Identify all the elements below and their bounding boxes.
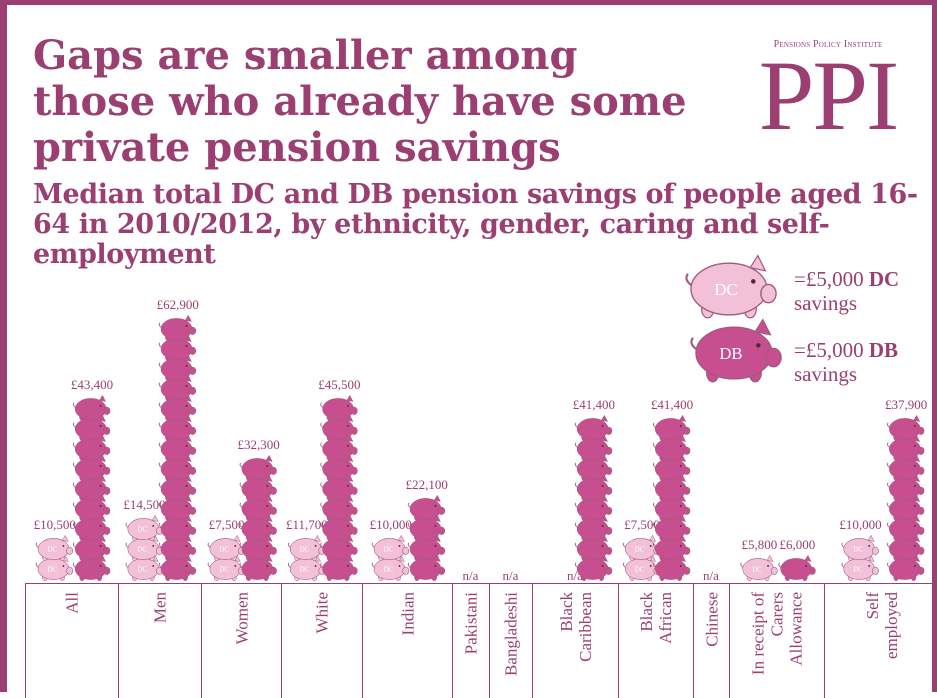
category-cell: White [281, 584, 362, 698]
dc-value-label: £5,800 [742, 537, 778, 552]
dc-pig-icon-label: DC [853, 546, 863, 553]
dc-pig-icon-label: DC [219, 566, 229, 573]
dc-pig-icon-label: DC [48, 566, 58, 573]
category-cell: Women [201, 584, 281, 698]
dc-pig-icon-label: DC [853, 566, 863, 573]
dc-pig-icon-label: DC [219, 546, 229, 553]
db-value-label: £32,300 [237, 437, 279, 452]
dc-na-label: n/a [503, 568, 519, 583]
category-cell: Chinese [693, 584, 729, 698]
dc-pig-icon-label: DC [300, 566, 310, 573]
legend-dc-pig-icon: DC [686, 256, 776, 318]
db-value-label: £41,400 [651, 397, 693, 412]
db-pig-icon [887, 415, 924, 440]
dc-pig-icon: DC [208, 535, 245, 560]
db-value-label: £45,500 [318, 377, 360, 392]
db-pig-icon [779, 555, 816, 580]
dc-pig-icon: DC [288, 535, 325, 560]
db-pig-icon [653, 415, 690, 440]
category-cell: All [25, 584, 118, 698]
dc-pig-icon: DC [623, 535, 660, 560]
db-value-label: £41,400 [573, 397, 615, 412]
dc-pig-icon-label: DC [137, 526, 147, 533]
dc-pig-icon-label: DC [384, 546, 394, 553]
dc-pig-icon: DC [36, 535, 73, 560]
dc-pig-icon-label: DC [137, 566, 147, 573]
db-value-label: £22,100 [406, 477, 448, 492]
category-cell: Indian [362, 584, 452, 698]
dc-value-label: £10,000 [839, 517, 881, 532]
dc-value-label: £7,500 [209, 517, 245, 532]
db-value-label: £43,400 [71, 377, 113, 392]
legend-db-pig-icon-label: DB [719, 344, 742, 363]
category-cell: In receipt of Carers Allowance [729, 584, 824, 698]
category-cell: Pakistani [452, 584, 489, 698]
db-pig-icon [321, 395, 358, 420]
category-label: Self employed [863, 592, 937, 692]
dc-pig-icon: DC [126, 515, 163, 540]
dc-pig-icon-label: DC [752, 566, 762, 573]
category-cell: Self employed [824, 584, 937, 698]
dc-value-label: £7,500 [624, 517, 660, 532]
category-cell: Bangladeshi [489, 584, 532, 698]
dc-value-label: £10,000 [370, 517, 412, 532]
dc-pig-icon: DC [842, 535, 879, 560]
db-value-label: £37,900 [885, 397, 927, 412]
legend-dc-pig-icon-label: DC [714, 280, 737, 299]
db-pig-icon [575, 415, 612, 440]
dc-pig-icon: DC [372, 535, 409, 560]
db-pig-icon [240, 455, 277, 480]
dc-na-label: n/a [703, 568, 719, 583]
dc-value-label: £11,700 [286, 517, 328, 532]
db-pig-icon [73, 395, 110, 420]
db-pig-icon [159, 315, 196, 340]
dc-pig-icon-label: DC [137, 546, 147, 553]
dc-pig-icon-label: DC [635, 566, 645, 573]
category-cell: Men [118, 584, 201, 698]
dc-value-label: £10,500 [34, 517, 76, 532]
dc-pig-icon-label: DC [384, 566, 394, 573]
legend-db-pig-icon: DB [691, 320, 781, 382]
category-cell: Black African [618, 584, 693, 698]
dc-na-label: n/a [463, 568, 479, 583]
dc-pig-icon-label: DC [48, 546, 58, 553]
dc-pig-icon: DC [741, 555, 778, 580]
category-cell: Black Caribbean [532, 584, 618, 698]
dc-pig-icon-label: DC [300, 546, 310, 553]
db-value-label: £62,900 [157, 297, 199, 312]
db-value-label: £6,000 [780, 537, 816, 552]
db-pig-icon [408, 495, 445, 520]
dc-pig-icon-label: DC [635, 546, 645, 553]
